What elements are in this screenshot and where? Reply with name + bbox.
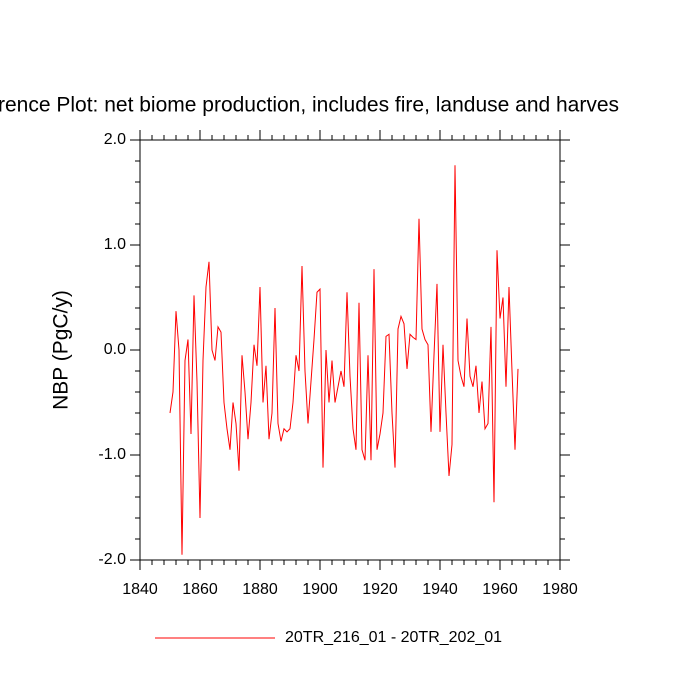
x-tick-label: 1940 — [422, 581, 458, 598]
y-axis-label: NBP (PgC/y) — [50, 290, 73, 410]
x-tick-label: 1860 — [182, 581, 218, 598]
data-line — [169, 165, 519, 555]
x-tick-label: 1880 — [242, 581, 278, 598]
x-tick-label: 1920 — [362, 581, 398, 598]
x-tick-label: 1840 — [122, 581, 158, 598]
legend-label: 20TR_216_01 - 20TR_202_01 — [285, 629, 502, 646]
chart-title: rence Plot: net biome production, includ… — [0, 94, 619, 117]
y-tick-label: 2.0 — [104, 131, 126, 148]
y-tick-label: -1.0 — [98, 446, 126, 463]
x-tick-label: 1980 — [542, 581, 578, 598]
y-tick-label: 1.0 — [104, 236, 126, 253]
y-tick-label: -2.0 — [98, 551, 126, 568]
x-tick-label: 1900 — [302, 581, 338, 598]
y-tick-label: 0.0 — [104, 341, 126, 358]
x-tick-label: 1960 — [482, 581, 518, 598]
